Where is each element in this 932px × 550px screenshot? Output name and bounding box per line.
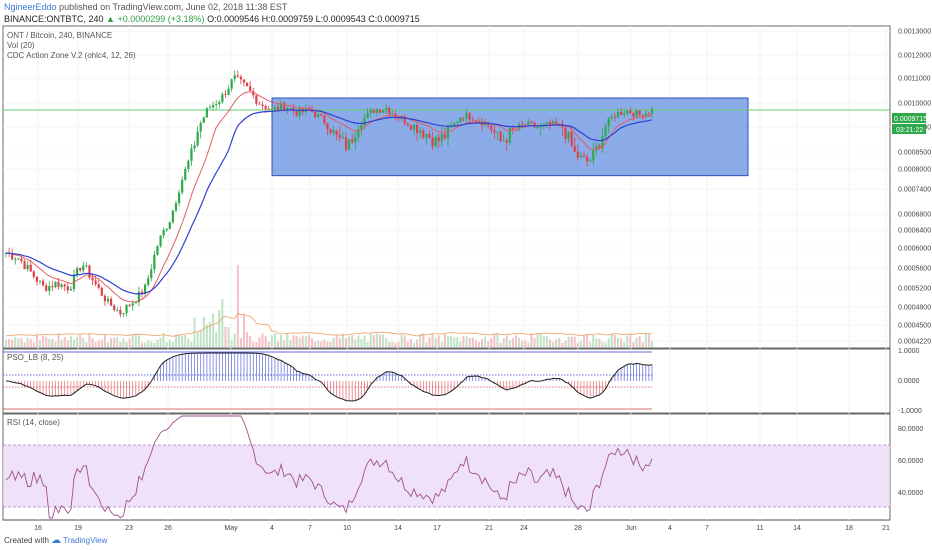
rsi-title: RSI (14, close) xyxy=(7,418,60,427)
volume-ma-line xyxy=(5,313,653,337)
price-badge-bg xyxy=(892,113,926,123)
pso-histogram xyxy=(8,353,653,401)
price-axis-label: 0.0005600 xyxy=(898,266,931,273)
publish-info: NgineerEddo published on TradingView.com… xyxy=(4,2,287,12)
price-axis-label: 0.0007400 xyxy=(898,187,931,194)
footer: Created with ☁ TradingView xyxy=(4,535,107,546)
publish-text: published on TradingView.com, June 02, 2… xyxy=(59,2,288,12)
price-axis-label: 0.0006400 xyxy=(898,228,931,235)
main-pane-frame xyxy=(2,25,891,349)
time-axis: 16 19 23 26 May 4 7 10 14 17 21 24 28 Jun 4 7 11 14 18 21 xyxy=(34,525,890,532)
cdc-indicator-label: CDC Action Zone V.2 (ohlc4, 12, 26) xyxy=(7,51,136,60)
time-axis-label: 28 xyxy=(574,525,582,532)
rsi-band xyxy=(3,445,890,507)
pso-line xyxy=(5,352,653,402)
pso-axis-label-bottom: -1.0000 xyxy=(898,408,922,415)
time-axis-label: 10 xyxy=(343,525,351,532)
time-axis-label: 16 xyxy=(34,525,42,532)
time-axis-label: 4 xyxy=(270,525,274,532)
time-axis-label: 21 xyxy=(485,525,493,532)
pso-axis-label-mid: 0.0000 xyxy=(898,378,920,385)
volume-bars xyxy=(5,265,653,347)
price-axis-label: 0.0006000 xyxy=(898,246,931,253)
vol-indicator-label: Vol (20) xyxy=(7,41,35,50)
price-axis-label: 0.0013000 xyxy=(898,29,931,36)
time-axis-label: 7 xyxy=(308,525,312,532)
created-with-text: Created with xyxy=(4,536,49,545)
price-badge: 0.0009715 xyxy=(894,116,927,123)
price-axis-label: 0.0006800 xyxy=(898,212,931,219)
price-axis-label: 0.0010000 xyxy=(898,101,931,108)
price-axis-label: 0.0005200 xyxy=(898,286,931,293)
pso-axis-label-top: 1.0000 xyxy=(898,348,920,355)
price-axis-label: 0.0004220 xyxy=(898,339,931,346)
time-axis-label: 7 xyxy=(705,525,709,532)
time-axis-label: 17 xyxy=(433,525,441,532)
time-badge-bg xyxy=(892,124,926,134)
price-axis: 0.0013000 0.0012000 0.0011000 0.0010000 0.00… xyxy=(898,29,931,346)
time-axis-label: 4 xyxy=(668,525,672,532)
rsi-axis-label-60: 60.0000 xyxy=(898,458,923,465)
time-axis-label: 24 xyxy=(520,525,528,532)
rsi-axis-label-40: 40.0000 xyxy=(898,490,923,497)
pso-pane-frame xyxy=(2,348,891,414)
ema-slow-line xyxy=(6,109,653,295)
time-axis-label: Jun xyxy=(625,525,636,532)
price-axis-label: 0.0012000 xyxy=(898,53,931,60)
rsi-axis-label-80: 80.0000 xyxy=(898,426,923,433)
time-axis-label: 26 xyxy=(164,525,172,532)
pso-title: PSO_LB (8, 25) xyxy=(7,353,64,362)
time-axis-label: 21 xyxy=(882,525,890,532)
time-axis-label: May xyxy=(224,525,238,532)
chart-title: ONT / Bitcoin, 240, BINANCE xyxy=(7,31,112,40)
time-axis-label: 11 xyxy=(756,525,763,532)
time-badge: 03:21:22 xyxy=(896,127,923,134)
time-axis-label: 23 xyxy=(125,525,133,532)
rsi-line xyxy=(5,415,653,519)
time-axis-label: 14 xyxy=(394,525,402,532)
price-axis-label: 0.0004800 xyxy=(898,305,931,312)
price-axis-label: 0.0008500 xyxy=(898,150,931,157)
author-link[interactable]: NgineerEddo xyxy=(4,2,57,12)
triangle-up-icon: ▲ xyxy=(106,14,115,24)
tradingview-brand-link[interactable]: TradingView xyxy=(63,536,108,545)
time-axis-label: 19 xyxy=(74,525,82,532)
ohlc-values: O:0.0009546 H:0.0009759 L:0.0009543 C:0.… xyxy=(207,14,420,24)
price-change: +0.0000299 (+3.18%) xyxy=(117,14,205,24)
price-axis-label: 0.0011000 xyxy=(898,76,931,83)
time-axis-label: 14 xyxy=(793,525,801,532)
symbol-info: BINANCE:ONTBTC, 240 ▲ +0.0000299 (+3.18%… xyxy=(4,14,420,24)
price-axis-label: 0.0004500 xyxy=(898,323,931,330)
tradingview-logo-icon: ☁ xyxy=(51,535,62,546)
time-axis-label: 18 xyxy=(845,525,853,532)
price-axis-label: 0.0008000 xyxy=(898,167,931,174)
symbol-line: BINANCE:ONTBTC, 240 xyxy=(4,14,104,24)
